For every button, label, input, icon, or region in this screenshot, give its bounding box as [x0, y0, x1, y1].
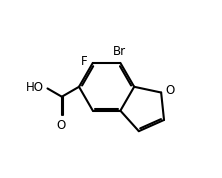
Text: Br: Br [113, 45, 126, 58]
Text: O: O [56, 119, 65, 132]
Text: HO: HO [26, 81, 44, 94]
Text: O: O [165, 84, 174, 97]
Text: F: F [81, 55, 88, 68]
